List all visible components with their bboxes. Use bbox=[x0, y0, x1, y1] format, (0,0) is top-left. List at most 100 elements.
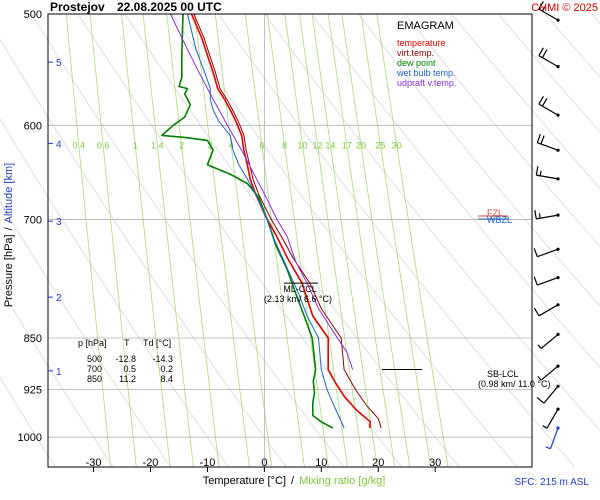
mixing-ratio-label: 0.6 bbox=[97, 140, 110, 150]
temperature-tick-label: 20 bbox=[372, 457, 384, 469]
wind-barb-station bbox=[556, 407, 560, 411]
wind-barbs bbox=[533, 1, 560, 450]
mixing-ratio-label: 6 bbox=[259, 140, 264, 150]
wind-barb-feather bbox=[541, 98, 548, 107]
wind-barb-feather bbox=[545, 446, 551, 450]
wind-barb-feather bbox=[533, 276, 538, 286]
wbzl-label: WBZL bbox=[487, 215, 512, 225]
wind-barb-station bbox=[556, 426, 560, 430]
mixing-ratio-label: 12 bbox=[312, 140, 322, 150]
credit-label: CHMI © 2025 bbox=[531, 2, 598, 14]
x-axis-label: Temperature [°C] / Mixing ratio [g/kg] bbox=[203, 475, 386, 487]
wind-barb-feather bbox=[540, 135, 545, 145]
x-axis-label-temperature: Temperature [°C] bbox=[203, 475, 286, 487]
wind-barb-shaft bbox=[540, 365, 559, 381]
wind-barb-feather bbox=[535, 166, 539, 176]
mixing-ratio-label: 4 bbox=[229, 140, 234, 150]
table-cell: -12.8 bbox=[115, 354, 136, 364]
table-cell: 8.4 bbox=[160, 374, 173, 384]
pressure-tick-label: 600 bbox=[24, 120, 42, 132]
ml-ccl-title: ML-CCL bbox=[283, 284, 317, 294]
altitude-tick-label: 1 bbox=[56, 367, 62, 378]
pressure-tick-label: 850 bbox=[24, 333, 42, 345]
wind-barb bbox=[545, 426, 560, 450]
altitude-tick-label: 3 bbox=[56, 217, 62, 228]
wind-barb-station bbox=[556, 364, 560, 368]
wind-barb-station bbox=[556, 113, 560, 117]
altitude-tick-label: 2 bbox=[56, 293, 62, 304]
series-line-udpraft-v-temp bbox=[169, 13, 354, 370]
mixing-ratio-line bbox=[121, 13, 171, 468]
wind-barb bbox=[533, 247, 560, 258]
temperature-tick-label: -30 bbox=[86, 457, 102, 469]
wind-barb bbox=[537, 364, 560, 381]
wind-barb-station bbox=[556, 384, 560, 388]
dry-adiabat-line bbox=[591, 13, 600, 24]
wind-barb-shaft bbox=[538, 103, 559, 116]
table-cell: -14.3 bbox=[152, 354, 173, 364]
wind-barb-shaft bbox=[536, 214, 559, 220]
wind-barb-feather bbox=[541, 6, 546, 12]
wind-barb-station bbox=[556, 276, 560, 280]
y-axis-label-altitude: Altitude [km] bbox=[3, 163, 15, 224]
plot-frame bbox=[47, 13, 533, 468]
legend-item-wet-bulb: wet bulb temp. bbox=[396, 68, 456, 78]
svg-text:Pressure [hPa]/Altitude [km]: Pressure [hPa] / Altitude [km] bbox=[3, 163, 15, 307]
pressure-tick-label: 1000 bbox=[18, 432, 42, 444]
mixing-ratio-label: 2 bbox=[179, 140, 184, 150]
surface-note: SFC: 215 m ASL bbox=[515, 477, 590, 488]
table-cell: 700 bbox=[87, 364, 102, 374]
wind-barb-feather bbox=[541, 49, 548, 58]
mixing-ratio-line bbox=[194, 13, 250, 468]
dry-adiabat-line bbox=[357, 13, 600, 307]
series-line-wet-bulb-temp bbox=[187, 13, 345, 429]
temperature-tick-label: 30 bbox=[429, 457, 441, 469]
wind-barb bbox=[538, 96, 560, 117]
dry-adiabat-line bbox=[404, 13, 600, 247]
wind-barb-shaft bbox=[549, 427, 559, 449]
dry-adiabat-line bbox=[0, 287, 114, 468]
dry-adiabat-line bbox=[498, 13, 600, 133]
mixing-ratio-label: 30 bbox=[392, 140, 402, 150]
wind-barb-feather bbox=[536, 396, 545, 404]
wind-barb-shaft bbox=[537, 248, 559, 258]
mixing-ratio-line bbox=[341, 13, 411, 468]
wind-barb-shaft bbox=[543, 385, 559, 404]
mixing-ratio-line bbox=[299, 13, 364, 468]
mixing-ratio-label: 8 bbox=[282, 140, 287, 150]
sb-lcl-detail: (0.98 km/ 11.0 °C) bbox=[478, 379, 550, 389]
wind-barb-feather bbox=[537, 376, 542, 381]
dry-adiabat-line bbox=[451, 13, 600, 189]
x-axis-label-separator: / bbox=[291, 475, 295, 487]
mixing-ratio-label: 1.4 bbox=[151, 140, 164, 150]
temperature-tick-label: 10 bbox=[315, 457, 327, 469]
wind-barb-feather bbox=[537, 344, 542, 349]
y-axis-label-separator: / bbox=[3, 226, 15, 230]
sounding-table: p [hPa] T Td [°C] 500 -12.8 -14.3 700 0.… bbox=[78, 338, 173, 384]
dry-adiabat-line bbox=[311, 13, 600, 368]
table-cell: 0.5 bbox=[123, 364, 136, 374]
profile-series bbox=[161, 13, 382, 429]
mixing-ratio-line bbox=[360, 13, 432, 468]
dry-adiabat-line bbox=[124, 13, 460, 468]
x-axis-label-mixing: Mixing ratio [g/kg] bbox=[299, 475, 385, 487]
legend-item-updraft-vtemp: udpraft v.temp. bbox=[397, 78, 456, 88]
wind-barb-feather bbox=[533, 248, 538, 257]
mixing-ratio-label: 10 bbox=[297, 140, 307, 150]
wind-barb-feather bbox=[533, 307, 540, 317]
wind-barb bbox=[542, 407, 560, 429]
mixing-ratio-line bbox=[267, 13, 329, 468]
dry-adiabat-line bbox=[31, 13, 345, 468]
altitude-tick-label: 5 bbox=[56, 58, 62, 69]
dry-adiabat-line bbox=[264, 13, 600, 432]
wind-barb-shaft bbox=[537, 277, 559, 286]
wind-barb bbox=[533, 303, 560, 317]
mixing-ratio-line bbox=[376, 13, 449, 468]
pressure-tick-label: 700 bbox=[24, 214, 42, 226]
dry-adiabats bbox=[0, 13, 600, 468]
table-header-td: Td [°C] bbox=[143, 338, 171, 348]
wind-barb-station bbox=[556, 65, 560, 69]
mixing-ratio-label: 14 bbox=[325, 140, 335, 150]
legend-title: EMAGRAM bbox=[397, 20, 454, 32]
